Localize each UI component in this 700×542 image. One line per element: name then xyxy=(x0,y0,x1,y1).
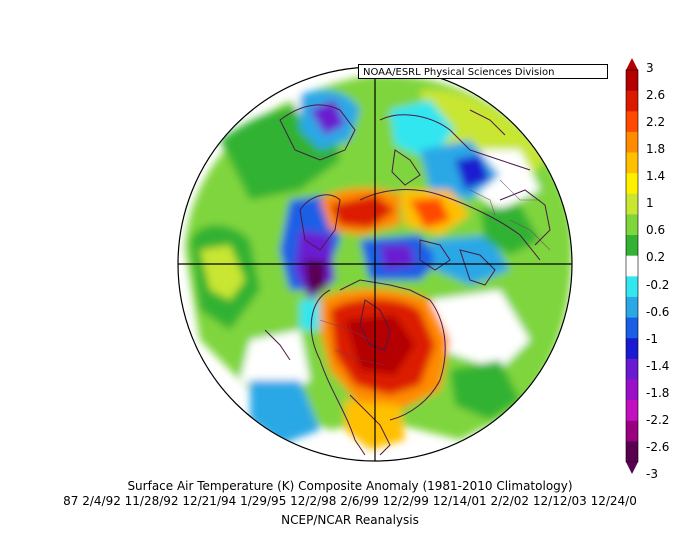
colorbar-cell xyxy=(626,338,638,360)
colorbar-tick-label: -0.6 xyxy=(646,304,670,319)
colorbar-cell xyxy=(626,235,638,257)
colorbar-cell xyxy=(626,441,638,463)
colorbar-tick-label: -2.6 xyxy=(646,439,670,454)
colorbar-cell xyxy=(626,152,638,174)
colorbar-tick-label: 1.4 xyxy=(646,169,666,184)
colorbar-tick-label: 0.6 xyxy=(646,223,666,238)
colorbar-cell xyxy=(626,358,638,380)
colorbar-tick-label: 0.2 xyxy=(646,250,666,265)
colorbar-cell xyxy=(626,296,638,319)
colorbar-tick-label: 3 xyxy=(646,61,654,75)
colorbar-tick-label: -1 xyxy=(646,331,658,346)
colorbar-cell xyxy=(626,90,638,112)
colorbar-tick-label: -1.4 xyxy=(646,358,670,373)
colorbar-cell xyxy=(626,317,638,339)
chart-title: Surface Air Temperature (K) Composite An… xyxy=(127,479,573,493)
coastlines xyxy=(264,104,551,456)
composite-dates: 87 2/4/92 11/28/92 12/21/94 1/29/95 12/2… xyxy=(63,494,637,508)
colorbar-cell xyxy=(626,255,638,277)
colorbar-bottom-arrow xyxy=(626,462,638,474)
colorbar-cell xyxy=(626,111,638,133)
credit-label: NOAA/ESRL Physical Sciences Division xyxy=(358,64,608,79)
colorbar-cell xyxy=(626,400,638,422)
colorbar-tick-label: 2.6 xyxy=(646,88,666,103)
colorbar-cell xyxy=(626,173,638,195)
colorbar xyxy=(625,58,639,474)
colorbar-tick-label: 1 xyxy=(646,196,654,211)
colorbar-cell xyxy=(626,420,638,442)
data-source: NCEP/NCAR Reanalysis xyxy=(281,513,419,527)
colorbar-cell xyxy=(626,379,638,401)
colorbar-cell xyxy=(626,193,638,215)
colorbar-tick-label: 1.8 xyxy=(646,142,666,157)
colorbar-cell xyxy=(626,131,638,154)
colorbar-top-arrow xyxy=(626,58,638,70)
colorbar-tick-label: -1.8 xyxy=(646,385,670,400)
anomaly-field xyxy=(178,67,572,461)
colorbar-cell xyxy=(626,276,638,298)
colorbar-cell xyxy=(626,214,638,236)
colorbar-tick-label: 2.2 xyxy=(646,115,666,130)
colorbar-tick-label: -0.2 xyxy=(646,277,670,292)
colorbar-tick-label: -3 xyxy=(646,467,658,481)
colorbar-tick-label: -2.2 xyxy=(646,412,670,427)
colorbar-cell xyxy=(626,70,638,92)
